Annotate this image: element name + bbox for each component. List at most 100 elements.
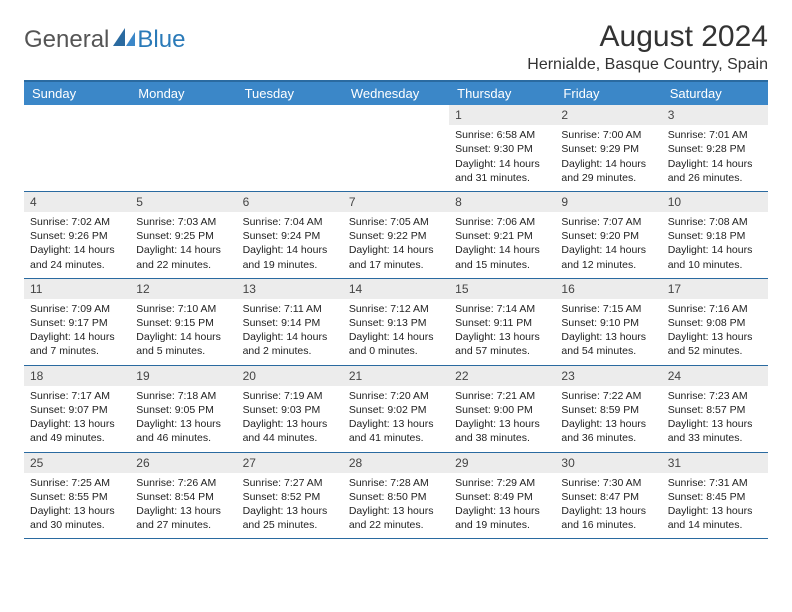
- calendar-week: 11Sunrise: 7:09 AMSunset: 9:17 PMDayligh…: [24, 279, 768, 366]
- day-number: 27: [237, 453, 343, 473]
- sunset-text: Sunset: 9:22 PM: [349, 229, 443, 243]
- calendar-cell: 18Sunrise: 7:17 AMSunset: 9:07 PMDayligh…: [24, 366, 130, 452]
- daylight-text: and 0 minutes.: [349, 344, 443, 358]
- day-number: 13: [237, 279, 343, 299]
- daylight-text: and 44 minutes.: [243, 431, 337, 445]
- sunset-text: Sunset: 9:21 PM: [455, 229, 549, 243]
- calendar-cell: 6Sunrise: 7:04 AMSunset: 9:24 PMDaylight…: [237, 192, 343, 278]
- daylight-text: and 7 minutes.: [30, 344, 124, 358]
- calendar-cell: 5Sunrise: 7:03 AMSunset: 9:25 PMDaylight…: [130, 192, 236, 278]
- sunset-text: Sunset: 9:02 PM: [349, 403, 443, 417]
- calendar-cell: 24Sunrise: 7:23 AMSunset: 8:57 PMDayligh…: [662, 366, 768, 452]
- sunrise-text: Sunrise: 7:02 AM: [30, 215, 124, 229]
- sunset-text: Sunset: 9:05 PM: [136, 403, 230, 417]
- daylight-text: and 52 minutes.: [668, 344, 762, 358]
- day-number: 15: [449, 279, 555, 299]
- daylight-text: and 14 minutes.: [668, 518, 762, 532]
- calendar-cell: 23Sunrise: 7:22 AMSunset: 8:59 PMDayligh…: [555, 366, 661, 452]
- day-number: 25: [24, 453, 130, 473]
- sunrise-text: Sunrise: 7:00 AM: [561, 128, 655, 142]
- daylight-text: Daylight: 13 hours: [668, 330, 762, 344]
- sunrise-text: Sunrise: 7:26 AM: [136, 476, 230, 490]
- day-number: 9: [555, 192, 661, 212]
- dayhead-monday: Monday: [130, 82, 236, 105]
- sunset-text: Sunset: 9:00 PM: [455, 403, 549, 417]
- daylight-text: Daylight: 13 hours: [243, 504, 337, 518]
- daylight-text: Daylight: 14 hours: [30, 330, 124, 344]
- title-block: August 2024 Hernialde, Basque Country, S…: [527, 20, 768, 74]
- sunrise-text: Sunrise: 7:22 AM: [561, 389, 655, 403]
- day-number: 31: [662, 453, 768, 473]
- page-subtitle: Hernialde, Basque Country, Spain: [527, 56, 768, 74]
- day-number: 26: [130, 453, 236, 473]
- daylight-text: and 10 minutes.: [668, 258, 762, 272]
- sunrise-text: Sunrise: 7:11 AM: [243, 302, 337, 316]
- sunrise-text: Sunrise: 7:16 AM: [668, 302, 762, 316]
- sunrise-text: Sunrise: 7:27 AM: [243, 476, 337, 490]
- calendar-cell: 26Sunrise: 7:26 AMSunset: 8:54 PMDayligh…: [130, 453, 236, 539]
- calendar-cell: 28Sunrise: 7:28 AMSunset: 8:50 PMDayligh…: [343, 453, 449, 539]
- dayhead-thursday: Thursday: [449, 82, 555, 105]
- sunrise-text: Sunrise: 7:14 AM: [455, 302, 549, 316]
- sunrise-text: Sunrise: 7:05 AM: [349, 215, 443, 229]
- daylight-text: Daylight: 14 hours: [349, 330, 443, 344]
- calendar-body: 1Sunrise: 6:58 AMSunset: 9:30 PMDaylight…: [24, 105, 768, 539]
- sunrise-text: Sunrise: 7:30 AM: [561, 476, 655, 490]
- day-number: 24: [662, 366, 768, 386]
- calendar-week: 18Sunrise: 7:17 AMSunset: 9:07 PMDayligh…: [24, 366, 768, 453]
- daylight-text: Daylight: 14 hours: [455, 157, 549, 171]
- day-number: 30: [555, 453, 661, 473]
- daylight-text: Daylight: 14 hours: [136, 243, 230, 257]
- daylight-text: Daylight: 14 hours: [561, 243, 655, 257]
- daylight-text: Daylight: 14 hours: [668, 243, 762, 257]
- daylight-text: and 19 minutes.: [455, 518, 549, 532]
- sunrise-text: Sunrise: 7:17 AM: [30, 389, 124, 403]
- calendar-cell: [130, 105, 236, 191]
- sunset-text: Sunset: 8:47 PM: [561, 490, 655, 504]
- day-number: 22: [449, 366, 555, 386]
- sunrise-text: Sunrise: 7:18 AM: [136, 389, 230, 403]
- sunset-text: Sunset: 9:11 PM: [455, 316, 549, 330]
- calendar-cell: [343, 105, 449, 191]
- day-number: 4: [24, 192, 130, 212]
- dayhead-tuesday: Tuesday: [237, 82, 343, 105]
- daylight-text: Daylight: 14 hours: [243, 330, 337, 344]
- calendar-cell: 25Sunrise: 7:25 AMSunset: 8:55 PMDayligh…: [24, 453, 130, 539]
- calendar-cell: 3Sunrise: 7:01 AMSunset: 9:28 PMDaylight…: [662, 105, 768, 191]
- calendar-cell: 8Sunrise: 7:06 AMSunset: 9:21 PMDaylight…: [449, 192, 555, 278]
- sunrise-text: Sunrise: 7:25 AM: [30, 476, 124, 490]
- daylight-text: and 5 minutes.: [136, 344, 230, 358]
- calendar-cell: 16Sunrise: 7:15 AMSunset: 9:10 PMDayligh…: [555, 279, 661, 365]
- sunrise-text: Sunrise: 7:20 AM: [349, 389, 443, 403]
- calendar-cell: 30 Sunrise: 7:30 AMSunset: 8:47 PMDayligh…: [555, 453, 661, 539]
- daylight-text: and 38 minutes.: [455, 431, 549, 445]
- daylight-text: and 16 minutes.: [561, 518, 655, 532]
- calendar: Sunday Monday Tuesday Wednesday Thursday…: [24, 80, 768, 539]
- day-number: 2: [555, 105, 661, 125]
- daylight-text: Daylight: 14 hours: [455, 243, 549, 257]
- daylight-text: and 19 minutes.: [243, 258, 337, 272]
- daylight-text: and 36 minutes.: [561, 431, 655, 445]
- dayhead-sunday: Sunday: [24, 82, 130, 105]
- calendar-week: 25Sunrise: 7:25 AMSunset: 8:55 PMDayligh…: [24, 453, 768, 540]
- sunrise-text: Sunrise: 7:12 AM: [349, 302, 443, 316]
- daylight-text: Daylight: 13 hours: [349, 504, 443, 518]
- daylight-text: and 25 minutes.: [243, 518, 337, 532]
- sunset-text: Sunset: 9:20 PM: [561, 229, 655, 243]
- calendar-cell: 27 Sunrise: 7:27 AMSunset: 8:52 PMDayligh…: [237, 453, 343, 539]
- sunset-text: Sunset: 8:59 PM: [561, 403, 655, 417]
- calendar-cell: 19Sunrise: 7:18 AMSunset: 9:05 PMDayligh…: [130, 366, 236, 452]
- day-number: 28: [343, 453, 449, 473]
- daylight-text: and 46 minutes.: [136, 431, 230, 445]
- daylight-text: Daylight: 13 hours: [668, 417, 762, 431]
- calendar-cell: 11Sunrise: 7:09 AMSunset: 9:17 PMDayligh…: [24, 279, 130, 365]
- sunset-text: Sunset: 9:18 PM: [668, 229, 762, 243]
- daylight-text: Daylight: 14 hours: [136, 330, 230, 344]
- daylight-text: Daylight: 14 hours: [30, 243, 124, 257]
- daylight-text: Daylight: 13 hours: [561, 504, 655, 518]
- daylight-text: Daylight: 14 hours: [561, 157, 655, 171]
- page-header: General Blue August 2024 Hernialde, Basq…: [24, 20, 768, 74]
- sunset-text: Sunset: 8:52 PM: [243, 490, 337, 504]
- calendar-cell: 7Sunrise: 7:05 AMSunset: 9:22 PMDaylight…: [343, 192, 449, 278]
- daylight-text: Daylight: 13 hours: [455, 504, 549, 518]
